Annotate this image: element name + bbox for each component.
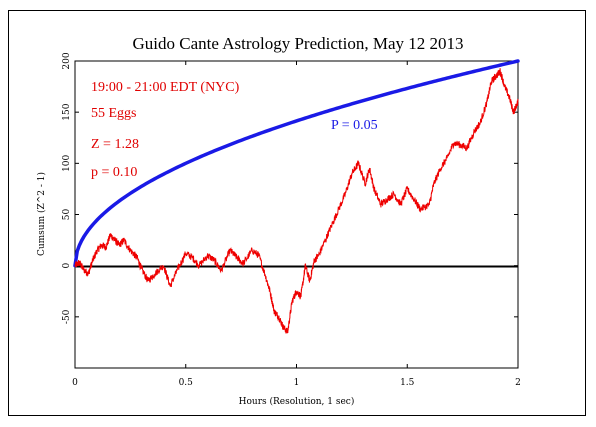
y-tick-label: 0 (62, 263, 72, 269)
x-tick-label: 1.5 (400, 378, 415, 388)
annotation-time: 19:00 - 21:00 EDT (NYC) (91, 80, 240, 95)
y-tick-label: -50 (62, 309, 72, 324)
envelope-label: P = 0.05 (331, 118, 378, 133)
y-axis-label: Cumsum (Z^2 - 1) (36, 172, 47, 256)
envelope-line (73, 59, 520, 268)
data-series-line (74, 68, 519, 334)
x-tick-label: 0 (72, 378, 78, 388)
y-tick-label: 200 (62, 52, 72, 69)
y-tick-label: 100 (62, 154, 72, 171)
y-axis: -50 0 50 100 150 200 (62, 52, 518, 324)
x-axis-label: Hours (Resolution, 1 sec) (239, 396, 355, 407)
plot-area (74, 60, 519, 369)
y-tick-label: 50 (62, 209, 72, 221)
x-tick-label: 0.5 (179, 378, 194, 388)
y-tick-label: 150 (62, 103, 72, 120)
x-axis: 0 0.5 1 1.5 2 (72, 61, 521, 388)
annotation-p: p = 0.10 (91, 165, 137, 180)
chart-title: Guido Cante Astrology Prediction, May 12… (132, 34, 463, 53)
x-tick-label: 2 (515, 378, 521, 388)
annotation-z: Z = 1.28 (91, 137, 139, 152)
x-tick-label: 1 (294, 378, 300, 388)
plot-border (74, 60, 519, 369)
annotation-eggs: 55 Eggs (91, 106, 137, 121)
